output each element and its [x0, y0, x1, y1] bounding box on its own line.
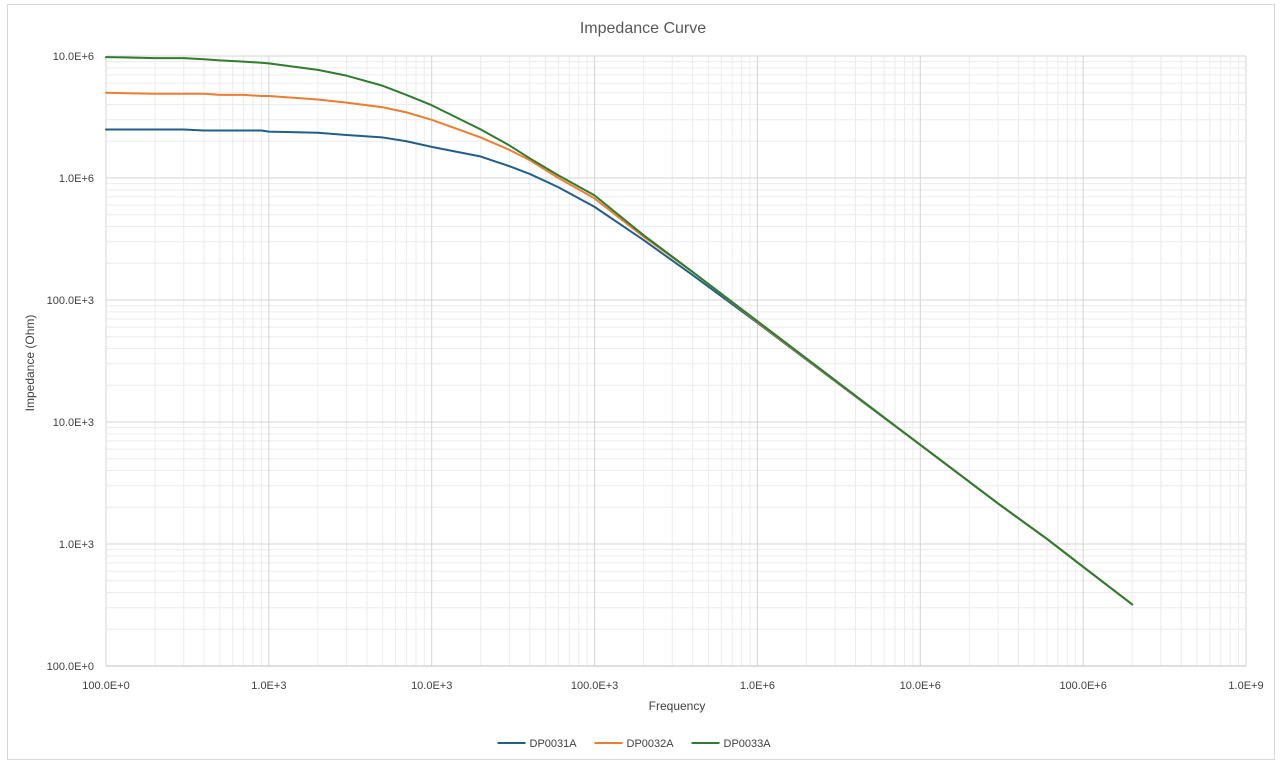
y-tick-label: 10.0E+3 [53, 417, 94, 429]
legend-item-dp0031a: DP0031A [497, 738, 578, 750]
legend-label: DP0032A [627, 738, 675, 750]
y-tick-label: 10.0E+6 [53, 51, 94, 63]
series-lines [105, 56, 1134, 606]
x-tick-label: 1.0E+6 [740, 680, 775, 692]
y-tick-label: 100.0E+0 [47, 661, 94, 673]
minor-gridlines [106, 56, 1246, 666]
y-tick-label: 100.0E+3 [47, 295, 94, 307]
x-tick-label: 100.0E+3 [571, 680, 618, 692]
x-tick-label: 10.0E+6 [900, 680, 941, 692]
legend: DP0031A DP0032A DP0033A [497, 738, 772, 750]
x-tick-label: 10.0E+3 [411, 680, 452, 692]
x-tick-label: 1.0E+3 [251, 680, 286, 692]
y-tick-label: 1.0E+6 [59, 173, 94, 185]
x-axis-title: Frequency [649, 699, 706, 713]
x-tick-label: 100.0E+6 [1059, 680, 1106, 692]
legend-label: DP0033A [724, 738, 772, 750]
x-axis-ticks: 100.0E+0 1.0E+3 10.0E+3 100.0E+3 1.0E+6 10.0E… [82, 680, 1263, 692]
y-axis-title: Impedance (Ohm) [23, 315, 37, 412]
chart-frame: Impedance Curve 100.0E+0 1.0E+3 10.0E+3 100… [7, 4, 1275, 760]
legend-item-dp0033a: DP0033A [691, 738, 772, 750]
series-line-dp0033a [105, 56, 1134, 606]
y-axis-ticks: 100.0E+0 1.0E+3 10.0E+3 100.0E+3 1.0E+6 10.0E… [47, 51, 94, 673]
legend-item-dp0032a: DP0032A [594, 738, 675, 750]
chart-svg: Impedance Curve 100.0E+0 1.0E+3 10.0E+3 100… [23, 20, 1264, 750]
legend-label: DP0031A [530, 738, 578, 750]
major-gridlines [105, 55, 1247, 667]
x-tick-label: 100.0E+0 [82, 680, 129, 692]
y-tick-label: 1.0E+3 [59, 539, 94, 551]
x-tick-label: 1.0E+9 [1228, 680, 1263, 692]
series-line-dp0031a [105, 128, 1134, 606]
chart-title: Impedance Curve [580, 20, 706, 37]
